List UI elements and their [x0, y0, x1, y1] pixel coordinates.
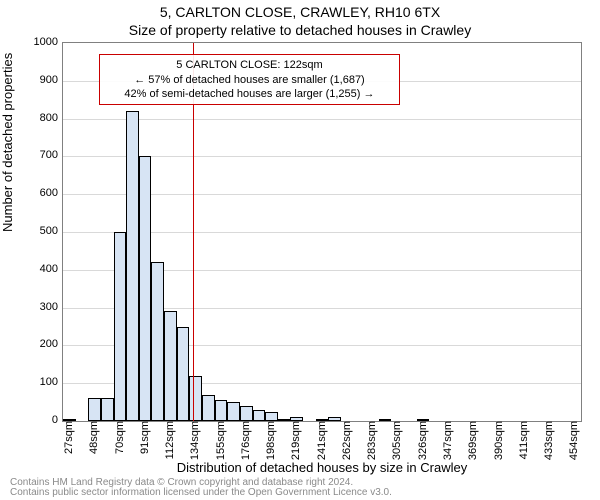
histogram-bar: [151, 262, 164, 421]
histogram-bar: [278, 419, 291, 421]
histogram-bar: [215, 400, 228, 421]
histogram-bar: [379, 419, 392, 421]
xtick-label: 112sqm: [164, 421, 170, 459]
attribution-text: Contains HM Land Registry data © Crown c…: [10, 478, 590, 498]
ytick-label: 600: [0, 187, 58, 199]
ytick-label: 0: [0, 414, 58, 426]
histogram-bar: [328, 417, 341, 421]
ytick-label: 100: [0, 376, 58, 388]
xtick-label: 27sqm: [63, 421, 69, 454]
histogram-bar: [164, 311, 177, 421]
xtick-label: 91sqm: [139, 421, 145, 454]
histogram-bar: [240, 406, 253, 421]
xtick-label: 155sqm: [215, 421, 221, 460]
xtick-label: 305sqm: [391, 421, 397, 460]
ytick-label: 1000: [0, 36, 58, 48]
ytick-label: 800: [0, 112, 58, 124]
annotation-line: 42% of semi-detached houses are larger (…: [106, 87, 392, 101]
chart-title-subtitle: Size of property relative to detached ho…: [0, 22, 600, 38]
annotation-line: ← 57% of detached houses are smaller (1,…: [106, 73, 392, 87]
ytick-label: 400: [0, 263, 58, 275]
gridline-h: [63, 119, 581, 120]
ytick-label: 200: [0, 338, 58, 350]
histogram-bar: [126, 111, 139, 421]
chart-plot-area: 27sqm48sqm70sqm91sqm112sqm134sqm155sqm17…: [62, 42, 582, 422]
histogram-bar: [189, 376, 202, 421]
ytick-label: 700: [0, 149, 58, 161]
xtick-label: 347sqm: [442, 421, 448, 460]
xtick-label: 176sqm: [240, 421, 246, 460]
histogram-bar: [177, 327, 190, 422]
ytick-label: 500: [0, 225, 58, 237]
histogram-bar: [139, 156, 152, 421]
histogram-bar: [101, 398, 114, 421]
ytick-label: 900: [0, 74, 58, 86]
histogram-bar: [265, 412, 278, 421]
histogram-bar: [202, 395, 215, 421]
histogram-bar: [253, 410, 266, 421]
xtick-label: 369sqm: [467, 421, 473, 460]
xtick-label: 326sqm: [417, 421, 423, 460]
ytick-label: 300: [0, 301, 58, 313]
xtick-label: 411sqm: [518, 421, 524, 459]
xtick-label: 390sqm: [493, 421, 499, 460]
histogram-bar: [227, 402, 240, 421]
xtick-label: 241sqm: [316, 421, 322, 460]
xtick-label: 433sqm: [543, 421, 549, 460]
annotation-line: 5 CARLTON CLOSE: 122sqm: [106, 58, 392, 72]
xtick-label: 262sqm: [341, 421, 347, 460]
histogram-bar: [114, 232, 127, 421]
chart-title-address: 5, CARLTON CLOSE, CRAWLEY, RH10 6TX: [0, 4, 600, 20]
histogram-bar: [88, 398, 101, 421]
xtick-label: 219sqm: [290, 421, 296, 460]
annotation-box: 5 CARLTON CLOSE: 122sqm← 57% of detached…: [99, 54, 399, 105]
xtick-label: 70sqm: [114, 421, 120, 454]
xtick-label: 283sqm: [366, 421, 372, 460]
x-axis-label: Distribution of detached houses by size …: [62, 460, 582, 475]
xtick-label: 48sqm: [88, 421, 94, 454]
xtick-label: 454sqm: [568, 421, 574, 460]
xtick-label: 134sqm: [189, 421, 195, 460]
xtick-label: 198sqm: [265, 421, 271, 460]
attribution-line2: Contains public sector information licen…: [10, 487, 392, 498]
